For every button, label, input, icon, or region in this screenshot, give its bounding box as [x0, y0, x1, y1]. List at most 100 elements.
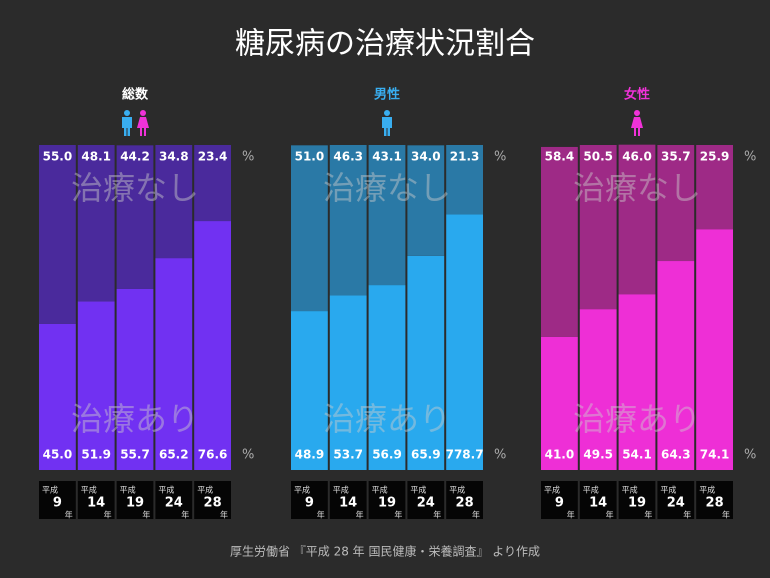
category-tab [77, 481, 115, 519]
bar-segment [541, 336, 578, 470]
category-tab [407, 481, 445, 519]
category-era: 平成 [622, 485, 638, 495]
bar-segment [368, 145, 406, 286]
bar-segment [155, 145, 193, 259]
bar-segment [329, 145, 367, 296]
bar-segment [77, 301, 115, 470]
category-suffix: 年 [394, 510, 402, 520]
category-suffix: 年 [644, 510, 652, 520]
category-label: 24 [667, 496, 685, 511]
category-tab [657, 481, 695, 519]
value-label: 34.0 [411, 150, 441, 164]
value-label: 25.9 [700, 150, 730, 164]
value-label: 56.9 [372, 448, 402, 462]
category-label: 19 [378, 496, 396, 511]
category-tab [618, 481, 656, 519]
category-label: 28 [204, 496, 222, 511]
category-label: 24 [165, 496, 183, 511]
series-name: 治療なし [71, 169, 199, 207]
unit-label: % [242, 448, 254, 463]
bar-segment [696, 145, 733, 230]
value-label: 64.3 [661, 448, 691, 462]
person-icon-body [631, 117, 643, 136]
unit-label: % [494, 448, 506, 463]
value-label: 34.8 [159, 150, 189, 164]
category-tab [541, 481, 578, 519]
category-era: 平成 [81, 485, 97, 495]
category-tab [194, 481, 231, 519]
category-tab [155, 481, 193, 519]
bar-segment [446, 145, 483, 215]
category-suffix: 年 [317, 510, 325, 520]
category-tab [39, 481, 76, 519]
category-suffix: 年 [181, 510, 189, 520]
category-suffix: 年 [104, 510, 112, 520]
category-era: 平成 [660, 485, 676, 495]
category-tab [329, 481, 367, 519]
value-label: 54.1 [622, 448, 652, 462]
value-label: 46.0 [622, 150, 652, 164]
bar-segment [155, 258, 193, 470]
value-label: 778.7 [446, 448, 484, 462]
category-label: 28 [706, 496, 724, 511]
value-label: 55.0 [43, 150, 73, 164]
category-suffix: 年 [433, 510, 441, 520]
value-label: 50.5 [583, 150, 613, 164]
category-label: 14 [87, 496, 105, 511]
category-suffix: 年 [65, 510, 73, 520]
category-suffix: 年 [722, 510, 730, 520]
bar-segment [579, 145, 617, 310]
bar-segment [618, 144, 656, 295]
bar-segment [116, 288, 154, 470]
bar-segment [657, 145, 695, 262]
bar-segment [541, 146, 578, 337]
source: 厚生労働省 『平成 28 年 国民健康・栄養調査』 より作成 [230, 544, 540, 559]
person-icon-head [634, 110, 640, 116]
value-label: 55.7 [120, 448, 150, 462]
bar-segment [657, 261, 695, 470]
category-label: 9 [555, 496, 564, 511]
value-label: 44.2 [120, 150, 150, 164]
unit-label: % [744, 150, 756, 165]
bar-segment [618, 294, 656, 470]
category-era: 平成 [158, 485, 174, 495]
person-icon-head [384, 110, 390, 116]
value-label: 65.2 [159, 448, 189, 462]
category-label: 24 [417, 496, 435, 511]
category-era: 平成 [449, 485, 465, 495]
series-name: 治療あり [573, 400, 701, 438]
category-era: 平成 [372, 485, 388, 495]
category-era: 平成 [120, 485, 136, 495]
unit-label: % [242, 150, 254, 165]
bar-segment [329, 295, 367, 470]
panel-title: 女性 [624, 87, 650, 103]
value-label: 23.4 [198, 150, 228, 164]
category-suffix: 年 [683, 510, 691, 520]
bar-segment [407, 145, 445, 256]
person-icon-body [137, 117, 149, 136]
value-label: 74.1 [700, 448, 730, 462]
person-icon-head [140, 110, 146, 116]
unit-label: % [744, 448, 756, 463]
unit-label: % [494, 150, 506, 165]
value-label: 21.3 [450, 150, 480, 164]
category-label: 9 [53, 496, 62, 511]
category-era: 平成 [410, 485, 426, 495]
category-suffix: 年 [142, 510, 150, 520]
bar-segment [579, 309, 617, 470]
category-era: 平成 [544, 485, 560, 495]
category-tab [696, 481, 733, 519]
category-tab [579, 481, 617, 519]
category-tab [368, 481, 406, 519]
bar-segment [194, 145, 231, 222]
series-name: 治療なし [573, 169, 701, 207]
series-name: 治療あり [323, 400, 451, 438]
value-label: 35.7 [661, 150, 691, 164]
category-tab [446, 481, 483, 519]
category-era: 平成 [583, 485, 599, 495]
category-label: 28 [456, 496, 474, 511]
value-label: 65.9 [411, 448, 441, 462]
category-suffix: 年 [567, 510, 575, 520]
category-suffix: 年 [472, 510, 480, 520]
